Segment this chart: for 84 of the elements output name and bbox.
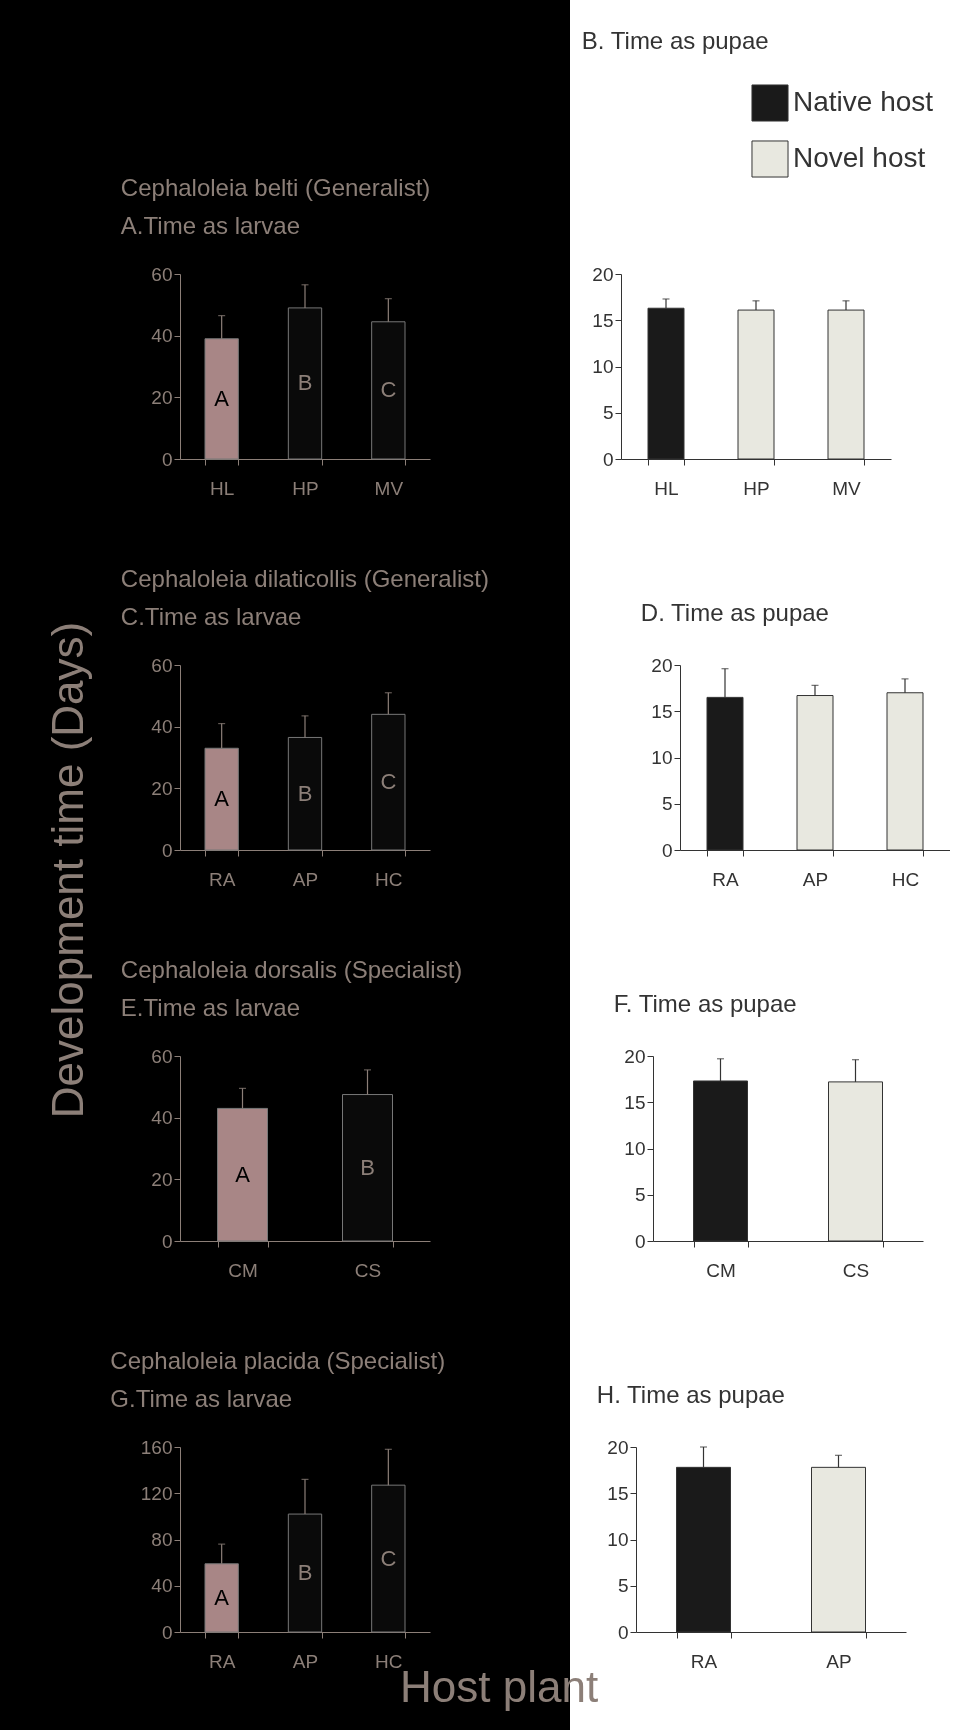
y-tick-label: 15 [624, 1091, 646, 1113]
y-tick-label: 15 [607, 1482, 629, 1504]
annotation: A [214, 1584, 230, 1610]
y-tick-label: 40 [151, 1575, 173, 1597]
x-tick-label: CM [228, 1259, 258, 1281]
x-tick-label: AP [826, 1650, 852, 1672]
x-tick-label: MV [374, 477, 404, 499]
legend-label: Novel host [793, 142, 926, 173]
y-tick-label: 40 [151, 325, 173, 347]
x-tick-label: RA [208, 1650, 236, 1672]
y-tick-label: 60 [151, 263, 173, 285]
x-tick-label: HL [210, 477, 235, 499]
chart-subtitle: C.Time as larvae [120, 603, 302, 630]
x-tick-label: MV [832, 477, 862, 499]
y-tick-label: 0 [161, 448, 173, 470]
chart-title: D. Time as pupae [640, 599, 829, 626]
x-tick-label: CS [842, 1259, 870, 1281]
chart-title: B. Time as pupae [581, 27, 769, 54]
chart-subtitle: G.Time as larvae [110, 1385, 293, 1412]
y-tick-label: 80 [151, 1529, 173, 1550]
annotation: A [235, 1161, 251, 1187]
y-tick-label: 20 [151, 777, 173, 799]
chart-title: Cephaloleia placida (Specialist) [110, 1347, 446, 1374]
y-tick-label: 20 [624, 1045, 646, 1067]
y-tick-label: 5 [634, 1184, 646, 1206]
chart-title: Cephaloleia belti (Generalist) [120, 174, 431, 201]
y-tick-label: 120 [140, 1482, 173, 1504]
x-tick-label: RA [690, 1650, 718, 1672]
y-tick-label: 10 [651, 747, 673, 768]
y-tick-label: 0 [661, 839, 673, 861]
y-tick-label: 0 [634, 1230, 646, 1252]
y-tick-label: 60 [151, 654, 173, 676]
y-tick-label: 10 [607, 1529, 629, 1550]
annotation: C [380, 769, 397, 795]
y-tick-label: 0 [161, 1230, 173, 1252]
y-tick-label: 0 [161, 1621, 173, 1643]
y-tick-label: 15 [651, 700, 673, 722]
annotation: A [214, 385, 230, 411]
x-tick-label: AP [292, 1650, 319, 1672]
chart-title: Cephaloleia dilaticollis (Generalist) [120, 565, 490, 592]
legend-label: Native host [793, 86, 934, 117]
chart-title: Cephaloleia dorsalis (Specialist) [120, 956, 463, 983]
chart-title: H. Time as pupae [596, 1381, 785, 1408]
y-tick-label: 15 [592, 309, 614, 331]
annotation: C [380, 1545, 397, 1571]
y-tick-label: 20 [151, 386, 173, 408]
x-tick-label: RA [712, 868, 740, 890]
x-tick-label: HC [891, 868, 920, 890]
y-tick-label: 40 [151, 716, 173, 738]
y-tick-label: 60 [151, 1045, 173, 1067]
y-tick-label: 40 [151, 1107, 173, 1129]
annotation: A [214, 786, 230, 812]
y-tick-label: 20 [151, 1168, 173, 1190]
y-tick-label: 0 [602, 448, 614, 470]
chart-title: F. Time as pupae [613, 990, 797, 1017]
x-tick-label: AP [292, 868, 319, 890]
y-tick-label: 20 [607, 1436, 629, 1458]
y-tick-label: 20 [592, 263, 614, 285]
annotation: B [297, 370, 313, 396]
y-tick-label: 20 [651, 654, 673, 676]
y-tick-label: 10 [624, 1138, 646, 1159]
x-tick-label: RA [208, 868, 236, 890]
y-tick-label: 0 [161, 839, 173, 861]
annotation: C [380, 377, 397, 403]
annotation: B [297, 780, 313, 806]
x-tick-label: HP [292, 477, 319, 499]
x-tick-label: HP [743, 477, 770, 499]
y-tick-label: 5 [661, 793, 673, 815]
y-tick-label: 5 [617, 1575, 629, 1597]
y-axis-title: Development time (Days) [43, 621, 93, 1119]
x-tick-label: CM [706, 1259, 736, 1281]
y-tick-label: 10 [592, 356, 614, 377]
chart-subtitle: A.Time as larvae [120, 212, 301, 239]
annotation: B [297, 1560, 313, 1586]
x-tick-label: AP [802, 868, 829, 890]
x-tick-label: HC [375, 1650, 403, 1672]
y-tick-label: 5 [602, 402, 614, 424]
x-tick-label: CS [354, 1259, 382, 1281]
x-tick-label: HC [375, 868, 403, 890]
x-tick-label: HL [654, 477, 679, 499]
annotation: B [360, 1154, 375, 1180]
y-tick-label: 0 [617, 1621, 629, 1643]
chart-subtitle: E.Time as larvae [120, 994, 301, 1021]
y-tick-label: 160 [140, 1436, 173, 1458]
